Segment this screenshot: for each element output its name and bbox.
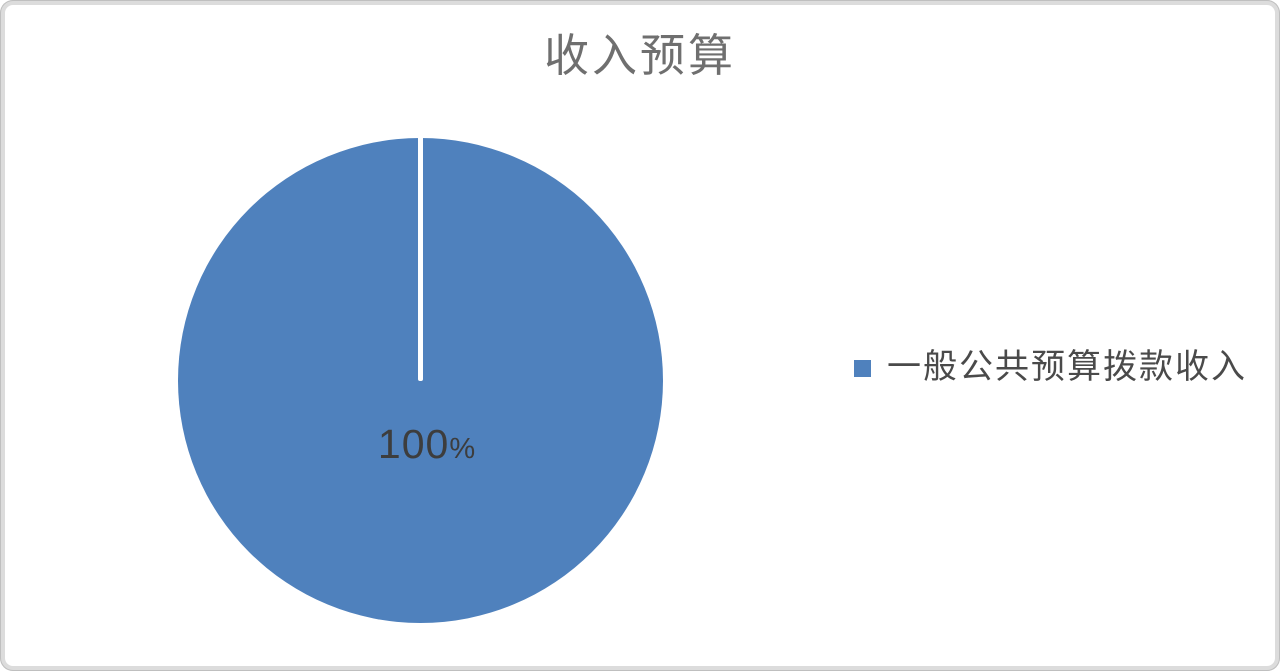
legend-item-label: 一般公共预算拨款收入 (887, 349, 1247, 386)
chart-title: 收入预算 (543, 31, 736, 81)
pie-data-label: 100% (378, 421, 475, 468)
pie-plot-area: 100% (178, 138, 663, 623)
legend-item: 一般公共预算拨款收入 (854, 349, 1247, 387)
pie-slice-border-line (418, 138, 423, 381)
chart-legend: 一般公共预算拨款收入 (854, 349, 1247, 387)
pie-data-label-value: 100 (377, 421, 450, 467)
legend-swatch-icon (854, 359, 871, 377)
pie-data-label-percent-sign: % (449, 433, 476, 465)
